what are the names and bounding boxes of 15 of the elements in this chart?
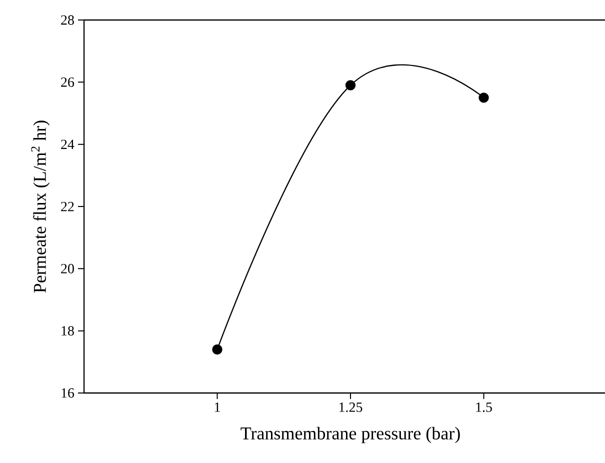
y-tick-label: 20: [61, 264, 74, 274]
y-tick-label: 28: [61, 15, 74, 25]
point: [478, 92, 489, 103]
y-tick-label: 24: [61, 140, 74, 149]
x-tick-label: 1.25: [339, 402, 362, 412]
x-tick-label: 1: [214, 402, 220, 412]
x-tick-label: 1.5: [476, 402, 492, 412]
y-axis-title: Permeate flux (L/m$^{2}$ hr): [31, 120, 50, 293]
y-tick-label: 16: [62, 388, 74, 398]
x-axis-title: Transmembrane pressure (bar): [240, 426, 460, 444]
point: [345, 80, 356, 90]
y-tick-label: 18: [62, 326, 74, 336]
y-tick-label: 26: [61, 77, 74, 87]
y-tick-label: 22: [61, 202, 74, 212]
point: [212, 344, 222, 355]
